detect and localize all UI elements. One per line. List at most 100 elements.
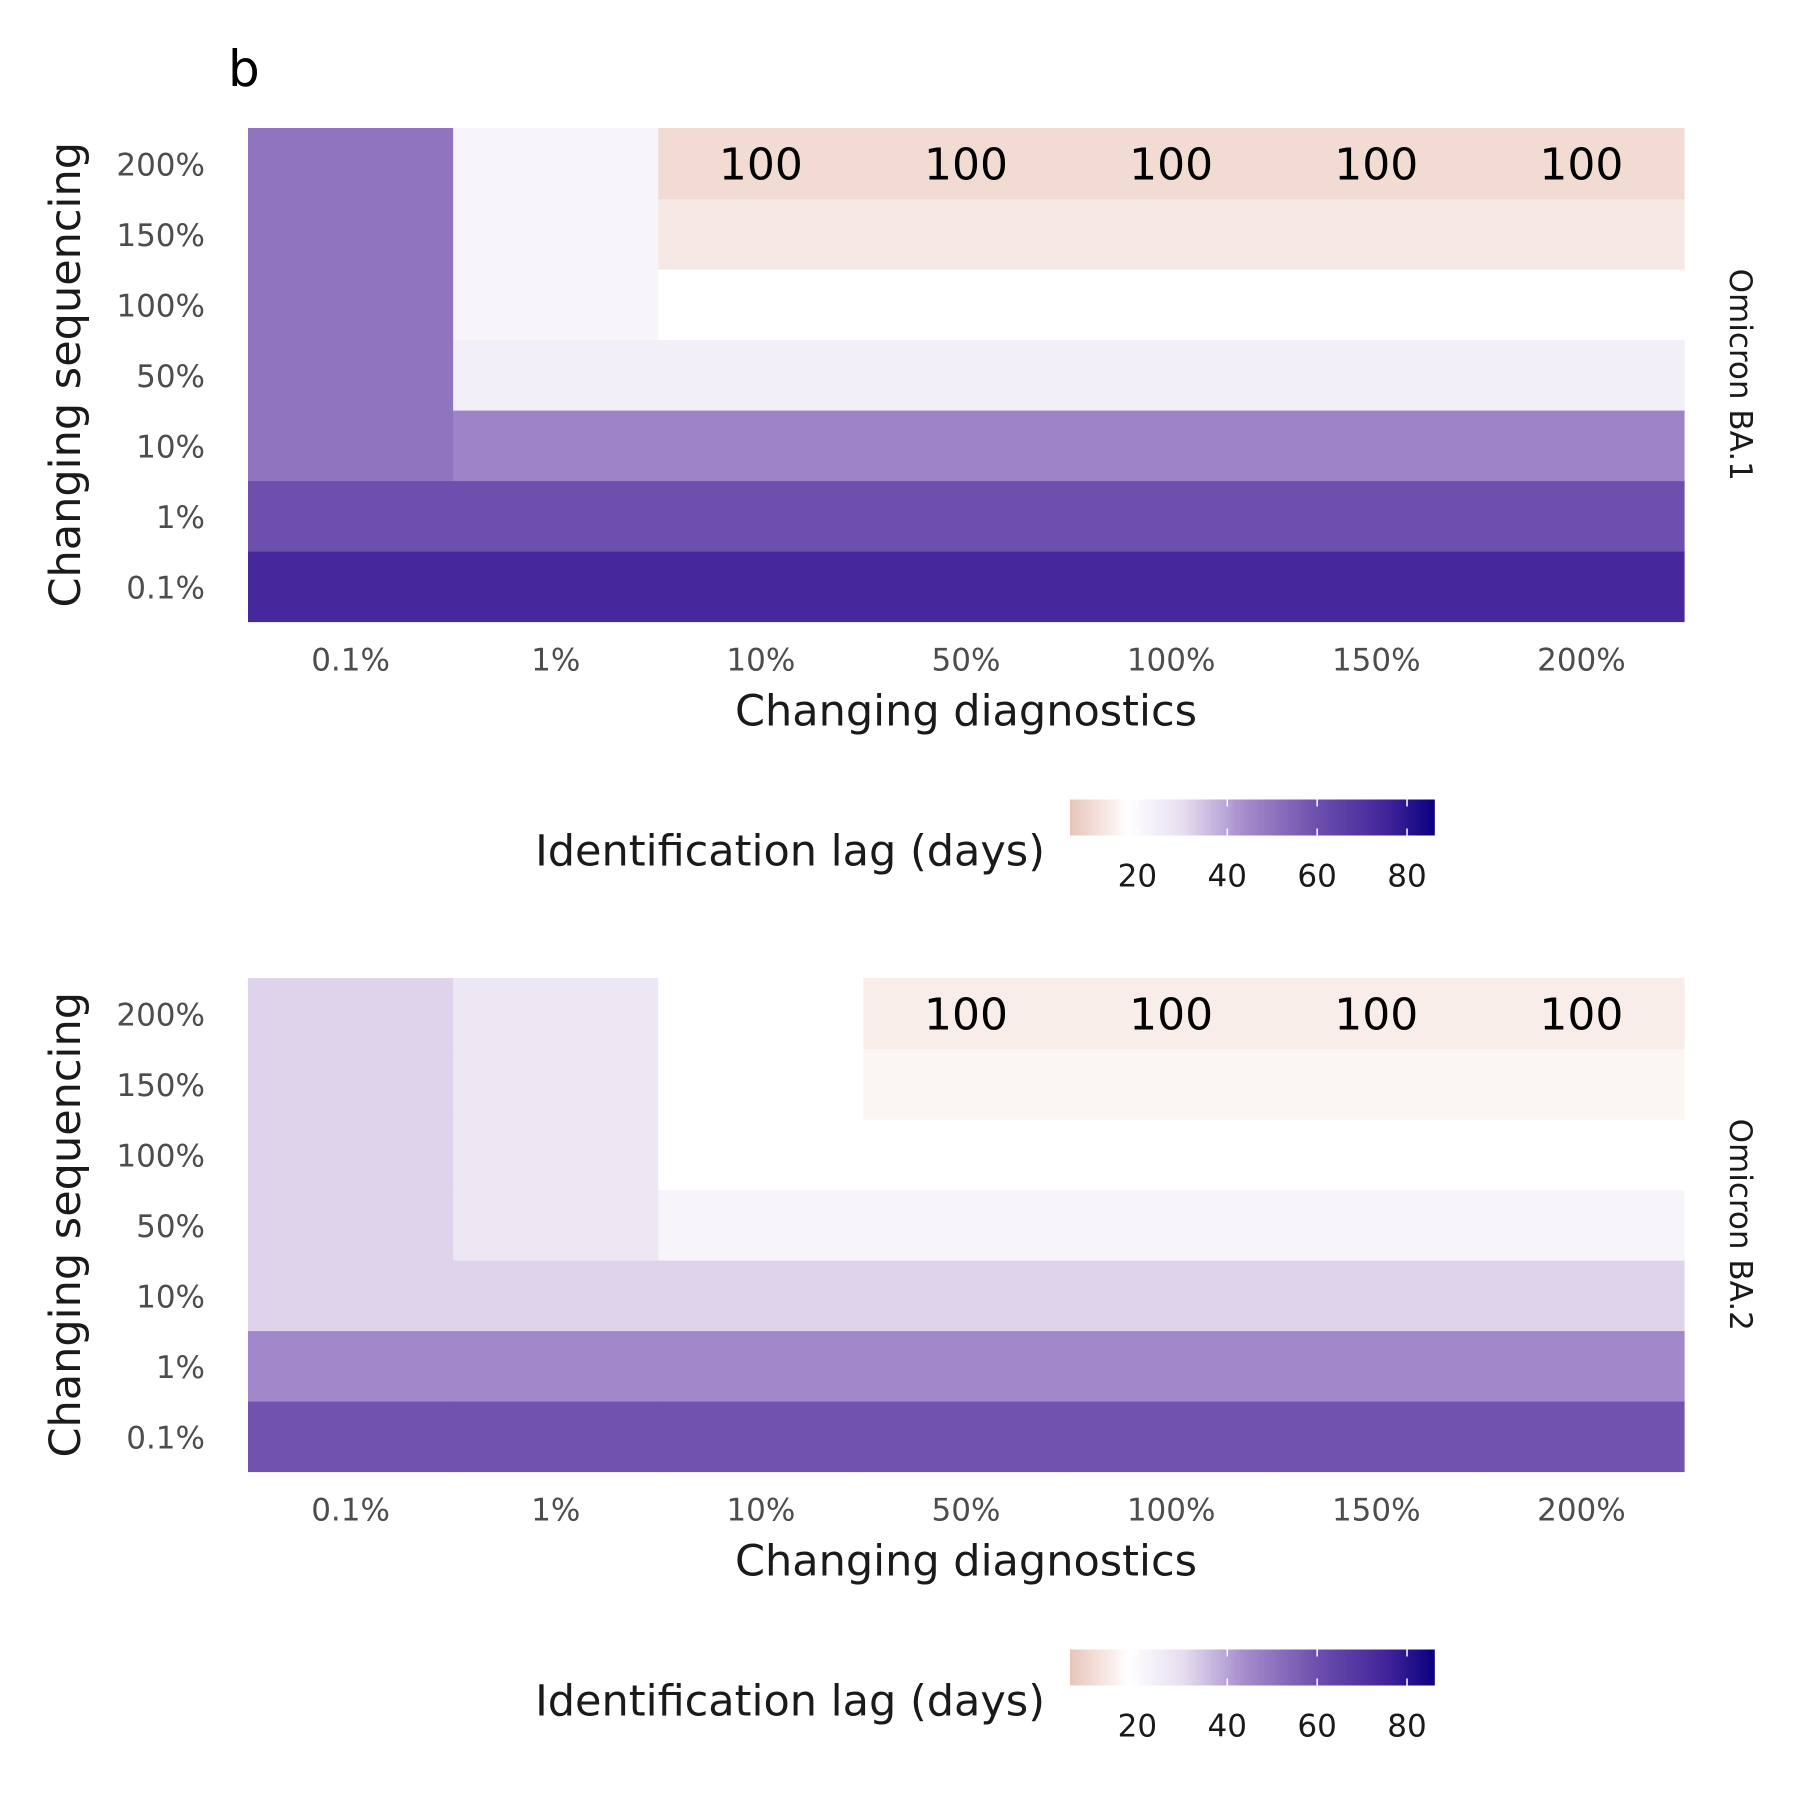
legend-tick-label: 80 xyxy=(1387,859,1426,895)
heatmap-cell xyxy=(453,1048,659,1120)
heatmap-cell xyxy=(453,551,659,623)
cell-value-label: 100 xyxy=(1539,139,1623,190)
heatmap-cell xyxy=(1068,1401,1275,1473)
y-axis-title: Changing sequencing xyxy=(41,992,91,1458)
panel-tag: b xyxy=(228,40,260,98)
heatmap-cell xyxy=(1273,198,1480,270)
cell-value-label: 100 xyxy=(924,139,1008,190)
heatmap-cell xyxy=(248,1048,454,1120)
heatmap-cell xyxy=(1273,1330,1480,1402)
x-tick-label: 0.1% xyxy=(311,643,390,679)
cell-value-label: 100 xyxy=(1334,139,1418,190)
heatmap-cell xyxy=(1273,480,1480,552)
heatmap-cell xyxy=(863,978,1070,1050)
x-tick-label: 10% xyxy=(726,643,795,679)
heatmap-cell xyxy=(453,1189,659,1261)
heatmap-cell xyxy=(658,1119,865,1191)
heatmap-cell xyxy=(863,1119,1070,1191)
cell-value-label: 100 xyxy=(1129,139,1213,190)
heatmap-cell xyxy=(1068,128,1275,200)
y-tick-label: 100% xyxy=(116,1138,205,1174)
heatmap-cell xyxy=(658,1401,865,1473)
heatmap-cell xyxy=(1478,339,1685,411)
heatmap-cell xyxy=(453,1401,659,1473)
heatmap-cell xyxy=(863,1189,1070,1261)
x-axis-title: Changing diagnostics xyxy=(735,687,1197,737)
cell-value-label: 100 xyxy=(719,139,803,190)
heatmap-cell xyxy=(1478,269,1685,341)
heatmap-cell xyxy=(1478,978,1685,1050)
heatmap-cell xyxy=(248,128,454,200)
legend-tick-label: 60 xyxy=(1297,1709,1336,1745)
legend-tick-label: 20 xyxy=(1118,859,1157,895)
heatmap-cell xyxy=(1273,978,1480,1050)
heatmap-cell xyxy=(658,198,865,270)
heatmap-cell xyxy=(248,978,454,1050)
heatmap-cell xyxy=(863,1048,1070,1120)
legend-tick-label: 20 xyxy=(1118,1709,1157,1745)
legend-tick-label: 40 xyxy=(1208,859,1247,895)
y-tick-label: 1% xyxy=(156,500,205,536)
heatmap-cell xyxy=(1068,1189,1275,1261)
heatmap-cell xyxy=(863,410,1070,482)
heatmap-cell xyxy=(1273,1189,1480,1261)
heatmap-cell xyxy=(863,1260,1070,1332)
heatmap-cell xyxy=(658,551,865,623)
heatmap-cell xyxy=(1068,1048,1275,1120)
heatmap-cell xyxy=(1068,480,1275,552)
legend-tick-label: 80 xyxy=(1387,1709,1426,1745)
heatmap-cell xyxy=(248,1401,454,1473)
y-axis-title: Changing sequencing xyxy=(41,142,91,608)
heatmap-cell xyxy=(863,1330,1070,1402)
heatmap-cell xyxy=(248,339,454,411)
heatmap-cell xyxy=(1068,1260,1275,1332)
heatmap-cell xyxy=(658,1260,865,1332)
y-tick-label: 0.1% xyxy=(126,1420,205,1456)
legend-tick-label: 40 xyxy=(1208,1709,1247,1745)
y-tick-label: 50% xyxy=(136,1209,205,1245)
heatmap-cell xyxy=(453,1260,659,1332)
legend-tick-label: 60 xyxy=(1297,859,1336,895)
heatmap-cell xyxy=(1068,410,1275,482)
heatmap-cell xyxy=(453,480,659,552)
heatmap-cell xyxy=(1478,1260,1685,1332)
heatmap-cell xyxy=(658,339,865,411)
heatmap-cell xyxy=(1068,1119,1275,1191)
heatmap-cell xyxy=(248,269,454,341)
heatmap-cell xyxy=(453,269,659,341)
legend-colorbar xyxy=(1070,1649,1435,1686)
heatmap-panel-1: 100 100 100 100 100 0.1% 1% 10% 50% 100% 150% 200% 0… xyxy=(41,128,1758,895)
heatmap-cell xyxy=(1273,410,1480,482)
heatmap-cell xyxy=(1273,339,1480,411)
heatmap-cell xyxy=(863,198,1070,270)
heatmap-cell xyxy=(863,480,1070,552)
y-tick-label: 1% xyxy=(156,1350,205,1386)
heatmap-cell xyxy=(453,1330,659,1402)
y-tick-label: 150% xyxy=(116,1068,205,1104)
x-tick-label: 1% xyxy=(531,1493,580,1529)
heatmap-cell xyxy=(658,1189,865,1261)
heatmap-cell xyxy=(453,339,659,411)
x-tick-label: 150% xyxy=(1332,643,1421,679)
heatmap-cell xyxy=(1478,1401,1685,1473)
y-tick-label: 10% xyxy=(136,1279,205,1315)
x-tick-label: 1% xyxy=(531,643,580,679)
heatmap-cell xyxy=(1068,1330,1275,1402)
heatmap-cell xyxy=(453,978,659,1050)
heatmap-cell xyxy=(1478,1048,1685,1120)
heatmap-cell xyxy=(863,128,1070,200)
cell-value-label: 100 xyxy=(1334,989,1418,1040)
cell-value-label: 100 xyxy=(1129,989,1213,1040)
x-tick-label: 200% xyxy=(1537,1493,1626,1529)
x-tick-label: 10% xyxy=(726,1493,795,1529)
heatmap-cell xyxy=(658,1048,865,1120)
heatmap-cell xyxy=(1068,978,1275,1050)
y-tick-label: 150% xyxy=(116,218,205,254)
heatmap-cell xyxy=(1478,198,1685,270)
y-tick-label: 200% xyxy=(116,997,205,1033)
y-tick-label: 200% xyxy=(116,147,205,183)
x-tick-label: 100% xyxy=(1127,1493,1216,1529)
y-tick-label: 10% xyxy=(136,429,205,465)
facet-strip-label: Omicron BA.2 xyxy=(1722,1119,1758,1331)
heatmap-cell xyxy=(1478,1189,1685,1261)
